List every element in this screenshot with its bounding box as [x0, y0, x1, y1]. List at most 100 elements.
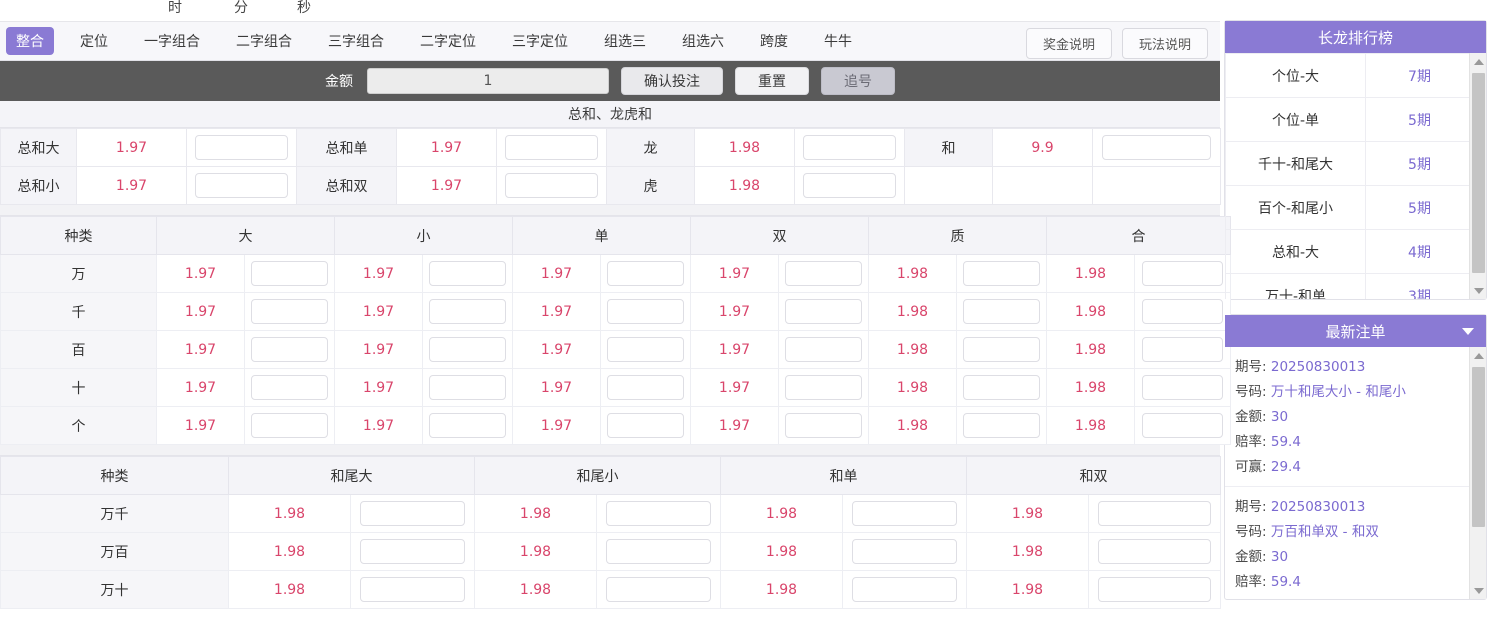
bet-name-zonghe-dan[interactable]: 总和单 [296, 128, 397, 167]
bet-input[interactable] [429, 337, 506, 362]
bet-odds-cell[interactable]: 1.97 [512, 292, 601, 331]
bet-odds-zonghe-da[interactable]: 1.97 [76, 128, 187, 167]
bet-input[interactable] [785, 261, 862, 286]
bet-input[interactable] [251, 299, 328, 324]
bet-input-he[interactable] [1101, 135, 1212, 160]
bet-input[interactable] [429, 299, 506, 324]
bet-odds-cell[interactable]: 1.97 [334, 368, 423, 407]
rank-row[interactable]: 个位-单 5期 [1225, 97, 1474, 142]
bet-input[interactable] [963, 413, 1040, 438]
bet-input[interactable] [429, 261, 506, 286]
bet-odds-cell[interactable]: 1.97 [156, 254, 245, 293]
bet-input[interactable] [963, 261, 1040, 286]
scroll-up-arrow-icon[interactable] [1470, 53, 1486, 70]
scroll-up-arrow-icon[interactable] [1470, 347, 1486, 364]
chase-number-button[interactable]: 追号 [821, 67, 895, 95]
bet-odds-cell[interactable]: 1.97 [690, 406, 779, 445]
bet-odds-hu[interactable]: 1.98 [694, 166, 795, 205]
rank-row[interactable]: 总和-大 4期 [1225, 229, 1474, 274]
bet-input[interactable] [1141, 375, 1224, 400]
bet-odds-cell[interactable]: 1.98 [720, 532, 843, 571]
tab-zuxuanliu[interactable]: 组选六 [682, 34, 724, 50]
bet-input[interactable] [1141, 337, 1224, 362]
bet-odds-cell[interactable]: 1.97 [334, 406, 423, 445]
reset-button[interactable]: 重置 [735, 67, 809, 95]
tab-dingwei[interactable]: 定位 [80, 34, 108, 50]
bet-name-long[interactable]: 龙 [606, 128, 695, 167]
bet-odds-cell[interactable]: 1.97 [512, 406, 601, 445]
bet-input[interactable] [963, 375, 1040, 400]
bet-input[interactable] [785, 337, 862, 362]
bet-name-he[interactable]: 和 [904, 128, 993, 167]
bet-input-hu[interactable] [802, 173, 897, 198]
bet-odds-cell[interactable]: 1.98 [1046, 368, 1135, 407]
bet-input[interactable] [851, 501, 958, 526]
bet-name-zonghe-xiao[interactable]: 总和小 [0, 166, 77, 205]
bet-input[interactable] [1141, 413, 1224, 438]
bet-odds-cell[interactable]: 1.97 [690, 292, 779, 331]
bet-odds-zonghe-dan[interactable]: 1.97 [396, 128, 497, 167]
bet-input[interactable] [963, 337, 1040, 362]
bet-odds-cell[interactable]: 1.98 [720, 570, 843, 609]
bet-input[interactable] [605, 577, 712, 602]
bet-odds-cell[interactable]: 1.98 [1046, 406, 1135, 445]
bet-name-hu[interactable]: 虎 [606, 166, 695, 205]
bet-input[interactable] [605, 539, 712, 564]
bet-input[interactable] [359, 539, 466, 564]
tab-sanzizuhe[interactable]: 三字组合 [328, 34, 384, 50]
tab-zuxuansan[interactable]: 组选三 [604, 34, 646, 50]
bet-odds-cell[interactable]: 1.97 [156, 330, 245, 369]
bet-input[interactable] [1098, 501, 1211, 526]
bet-input[interactable] [1098, 577, 1211, 602]
rank-scrollbar[interactable] [1469, 53, 1486, 299]
bet-input[interactable] [785, 299, 862, 324]
scroll-down-arrow-icon[interactable] [1470, 282, 1486, 299]
bet-odds-cell[interactable]: 1.97 [690, 254, 779, 293]
bet-odds-cell[interactable]: 1.98 [868, 330, 957, 369]
tab-erzidingwei[interactable]: 二字定位 [420, 34, 476, 50]
bet-odds-cell[interactable]: 1.97 [156, 292, 245, 331]
tab-kuadu[interactable]: 跨度 [760, 34, 788, 50]
bet-input[interactable] [429, 375, 506, 400]
bet-input[interactable] [851, 539, 958, 564]
bet-odds-cell[interactable]: 1.97 [690, 330, 779, 369]
bet-input[interactable] [785, 375, 862, 400]
tab-niuniu[interactable]: 牛牛 [824, 34, 852, 50]
bet-odds-cell[interactable]: 1.97 [334, 330, 423, 369]
bet-input[interactable] [785, 413, 862, 438]
bet-odds-zonghe-shuang[interactable]: 1.97 [396, 166, 497, 205]
tab-yizizuhe[interactable]: 一字组合 [144, 34, 200, 50]
bet-odds-he[interactable]: 9.9 [992, 128, 1093, 167]
bet-input[interactable] [607, 299, 684, 324]
bet-input[interactable] [251, 413, 328, 438]
bet-odds-cell[interactable]: 1.98 [868, 368, 957, 407]
bet-input-zonghe-xiao[interactable] [194, 173, 289, 198]
bet-input[interactable] [1098, 539, 1211, 564]
bet-input[interactable] [607, 375, 684, 400]
rules-info-button[interactable]: 玩法说明 [1121, 28, 1208, 59]
bet-odds-cell[interactable]: 1.98 [1046, 254, 1135, 293]
bet-odds-cell[interactable]: 1.97 [512, 368, 601, 407]
bet-odds-cell[interactable]: 1.98 [868, 292, 957, 331]
bet-odds-long[interactable]: 1.98 [694, 128, 795, 167]
bet-odds-cell[interactable]: 1.98 [474, 494, 597, 533]
bet-input[interactable] [251, 375, 328, 400]
bet-odds-cell[interactable]: 1.98 [966, 570, 1089, 609]
bets-scrollbar[interactable] [1469, 347, 1486, 599]
bet-odds-cell[interactable]: 1.98 [474, 570, 597, 609]
tab-zhenghe[interactable]: 整合 [6, 27, 54, 55]
bet-odds-cell[interactable]: 1.97 [156, 406, 245, 445]
bet-odds-cell[interactable]: 1.98 [474, 532, 597, 571]
bet-odds-cell[interactable]: 1.97 [334, 254, 423, 293]
bet-input-long[interactable] [802, 135, 897, 160]
bets-scrollbar-thumb[interactable] [1472, 367, 1485, 527]
bet-odds-cell[interactable]: 1.98 [1046, 330, 1135, 369]
bet-odds-cell[interactable]: 1.98 [228, 532, 351, 571]
bet-odds-cell[interactable]: 1.97 [512, 254, 601, 293]
bet-input[interactable] [607, 261, 684, 286]
bet-input[interactable] [1141, 299, 1224, 324]
amount-input[interactable] [367, 68, 609, 94]
confirm-bet-button[interactable]: 确认投注 [621, 67, 723, 95]
bet-name-zonghe-shuang[interactable]: 总和双 [296, 166, 397, 205]
rank-row[interactable]: 个位-大 7期 [1225, 53, 1474, 98]
